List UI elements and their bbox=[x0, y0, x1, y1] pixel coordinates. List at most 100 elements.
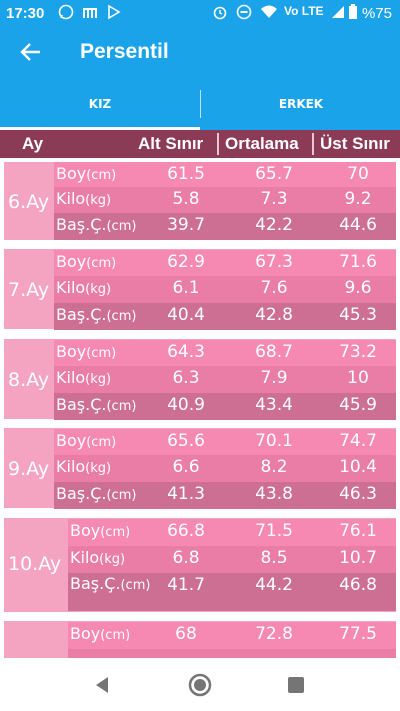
alt-value: 5.8 bbox=[172, 189, 200, 209]
month-group-8: 8.Ay Boy(cm) 64.3 68.7 73.2 Kilo(kg) 6.3… bbox=[4, 339, 396, 420]
ort-value: 43.4 bbox=[255, 395, 293, 415]
ort-value: 65.7 bbox=[255, 164, 293, 184]
ust-value: 77.5 bbox=[339, 624, 377, 644]
ust-value: 70 bbox=[347, 164, 369, 184]
header-separator bbox=[217, 133, 219, 155]
ort-value: 68.7 bbox=[255, 342, 293, 362]
month-label: 6.Ay bbox=[8, 191, 50, 213]
arrow-left-icon[interactable] bbox=[16, 37, 46, 67]
row-label: Baş.Ç.(cm) bbox=[56, 484, 137, 503]
alt-value: 68 bbox=[175, 624, 197, 644]
alt-value: 66.8 bbox=[167, 521, 205, 541]
table-row: Kilo(kg) 6.1 7.6 9.6 bbox=[54, 276, 396, 303]
table-row: Baş.Ç.(cm) 40.4 42.8 45.3 bbox=[54, 303, 396, 330]
month-label: 7.Ay bbox=[8, 279, 50, 301]
ust-value: 74.7 bbox=[339, 431, 377, 451]
month-label: 9.Ay bbox=[8, 458, 50, 480]
month-group-9: 9.Ay Boy(cm) 65.6 70.1 74.7 Kilo(kg) 6.6… bbox=[4, 428, 396, 509]
play-icon bbox=[106, 4, 122, 23]
system-nav-bar bbox=[0, 658, 400, 711]
ort-value: 7.9 bbox=[260, 368, 288, 388]
row-label: Baş.Ç.(cm) bbox=[56, 395, 137, 414]
month-label: 10.Ay bbox=[8, 553, 62, 575]
back-triangle-icon[interactable] bbox=[88, 671, 116, 699]
table-row: Boy(cm) 65.6 70.1 74.7 bbox=[54, 429, 396, 456]
recents-square-icon[interactable] bbox=[282, 671, 310, 699]
table-row: Baş.Ç.(cm) 39.7 42.2 44.6 bbox=[54, 213, 396, 240]
ort-value: 71.5 bbox=[255, 521, 293, 541]
alt-value: 41.7 bbox=[167, 575, 205, 595]
ort-value: 8.2 bbox=[260, 457, 288, 477]
header-separator bbox=[312, 133, 314, 155]
alt-value: 62.9 bbox=[167, 252, 205, 272]
status-time: 17:30 bbox=[6, 5, 45, 22]
page-title: Persentil bbox=[80, 40, 169, 63]
ust-value: 10 bbox=[347, 368, 369, 388]
ort-value: 43.8 bbox=[255, 484, 293, 504]
row-label: Baş.Ç.(cm) bbox=[56, 305, 137, 324]
row-label: Boy(cm) bbox=[70, 521, 131, 540]
row-label: Baş.Ç.(cm) bbox=[56, 215, 137, 234]
ust-value: 45.9 bbox=[339, 395, 377, 415]
alt-value: 40.9 bbox=[167, 395, 205, 415]
tab-bar: KIZ ERKEK bbox=[0, 78, 400, 130]
row-label: Boy(cm) bbox=[56, 342, 117, 361]
row-label: Boy(cm) bbox=[56, 252, 117, 271]
month-group-6: 6.Ay Boy(cm) 61.5 65.7 70 Kilo(kg) 5.8 7… bbox=[4, 162, 396, 240]
battery-percent: %75 bbox=[361, 5, 392, 22]
ust-value: 10.7 bbox=[339, 548, 377, 568]
alt-value: 6.6 bbox=[172, 457, 200, 477]
row-label: Kilo(kg) bbox=[56, 189, 112, 208]
tab-kiz-label: KIZ bbox=[88, 97, 112, 111]
tab-kiz[interactable]: KIZ bbox=[0, 78, 200, 130]
tab-indicator bbox=[0, 127, 200, 130]
table-row: Kilo(kg) 5.8 7.3 9.2 bbox=[54, 187, 396, 214]
alt-value: 40.4 bbox=[167, 305, 205, 325]
ust-value: 9.6 bbox=[344, 278, 372, 298]
dnd-icon bbox=[236, 4, 252, 23]
alarm-icon bbox=[212, 4, 228, 23]
ust-value: 46.3 bbox=[339, 484, 377, 504]
header-ay: Ay bbox=[22, 134, 44, 153]
ort-value: 7.3 bbox=[260, 189, 288, 209]
tab-erkek[interactable]: ERKEK bbox=[201, 78, 400, 130]
ust-value: 45.3 bbox=[339, 305, 377, 325]
ust-value: 73.2 bbox=[339, 342, 377, 362]
row-label: Kilo(kg) bbox=[56, 278, 112, 297]
month-group-partial: Boy(cm) 68 72.8 77.5 bbox=[4, 621, 396, 661]
table-row: Boy(cm) 62.9 67.3 71.6 bbox=[54, 250, 396, 277]
app-bar: Persentil bbox=[0, 28, 400, 78]
alt-value: 6.8 bbox=[172, 548, 200, 568]
alt-value: 6.1 bbox=[172, 278, 200, 298]
month-group-10: 10.Ay Boy(cm) 66.8 71.5 76.1 Kilo(kg) 6.… bbox=[4, 518, 396, 612]
alt-value: 39.7 bbox=[167, 215, 205, 235]
table-row: Baş.Ç.(cm) 41.7 44.2 46.8 bbox=[68, 573, 396, 611]
alt-value: 65.6 bbox=[167, 431, 205, 451]
row-label: Kilo(kg) bbox=[56, 368, 112, 387]
header-alt-sinir: Alt Sınır bbox=[138, 134, 204, 153]
month-label: 8.Ay bbox=[8, 369, 50, 391]
row-label: Boy(cm) bbox=[56, 431, 117, 450]
wifi-icon bbox=[260, 4, 278, 23]
row-label: Kilo(kg) bbox=[70, 548, 126, 567]
row-label: Boy(cm) bbox=[70, 624, 131, 643]
whatsapp-icon bbox=[58, 4, 74, 23]
table-header: Ay Alt Sınır Ortalama Üst Sınır bbox=[0, 130, 400, 158]
row-label: Boy(cm) bbox=[56, 164, 117, 183]
alt-value: 6.3 bbox=[172, 368, 200, 388]
ust-value: 44.6 bbox=[339, 215, 377, 235]
table-row: Kilo(kg) 6.3 7.9 10 bbox=[54, 366, 396, 393]
header-ust-sinir: Üst Sınır bbox=[320, 134, 390, 153]
table-row: Boy(cm) 61.5 65.7 70 bbox=[54, 162, 396, 189]
tab-divider bbox=[200, 90, 201, 118]
table-row: Boy(cm) 68 72.8 77.5 bbox=[68, 622, 396, 649]
month-group-7: 7.Ay Boy(cm) 62.9 67.3 71.6 Kilo(kg) 6.1… bbox=[4, 249, 396, 330]
status-bar: 17:30 Vo LTE %75 bbox=[0, 0, 400, 28]
alt-value: 61.5 bbox=[167, 164, 205, 184]
table-row: Kilo(kg) 6.8 8.5 10.7 bbox=[68, 546, 396, 573]
battery-icon bbox=[348, 4, 358, 23]
table-row: Kilo(kg) 6.6 8.2 10.4 bbox=[54, 455, 396, 482]
m-app-icon bbox=[82, 4, 98, 23]
home-circle-icon[interactable] bbox=[186, 671, 214, 699]
table-row: Baş.Ç.(cm) 40.9 43.4 45.9 bbox=[54, 393, 396, 420]
